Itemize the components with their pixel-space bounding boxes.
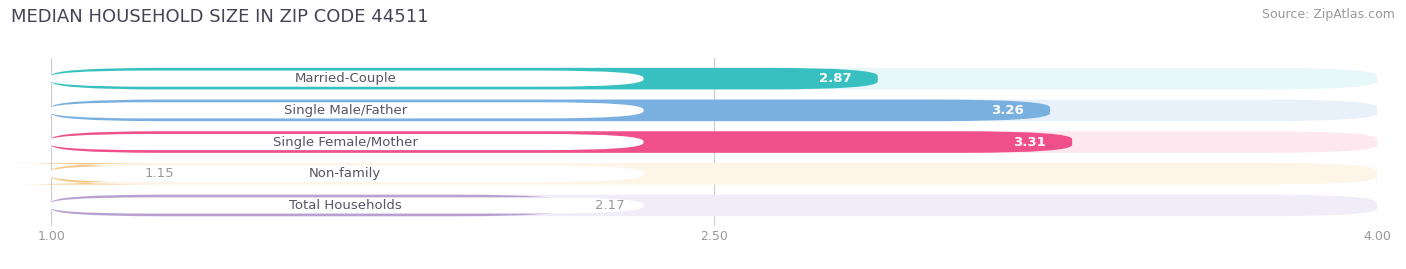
Text: 3.31: 3.31 (1012, 136, 1046, 148)
FancyBboxPatch shape (52, 100, 1050, 121)
FancyBboxPatch shape (46, 197, 644, 214)
FancyBboxPatch shape (52, 195, 1376, 216)
FancyBboxPatch shape (46, 134, 644, 150)
Text: 3.26: 3.26 (991, 104, 1024, 117)
FancyBboxPatch shape (7, 163, 162, 185)
FancyBboxPatch shape (52, 68, 877, 89)
Text: 2.17: 2.17 (595, 199, 624, 212)
FancyBboxPatch shape (46, 166, 644, 182)
FancyBboxPatch shape (52, 163, 1376, 185)
Text: MEDIAN HOUSEHOLD SIZE IN ZIP CODE 44511: MEDIAN HOUSEHOLD SIZE IN ZIP CODE 44511 (11, 8, 429, 26)
Text: Total Households: Total Households (288, 199, 402, 212)
Text: Single Male/Father: Single Male/Father (284, 104, 406, 117)
FancyBboxPatch shape (52, 131, 1376, 153)
FancyBboxPatch shape (46, 70, 644, 87)
Text: Single Female/Mother: Single Female/Mother (273, 136, 418, 148)
Text: Source: ZipAtlas.com: Source: ZipAtlas.com (1261, 8, 1395, 21)
FancyBboxPatch shape (52, 100, 1376, 121)
FancyBboxPatch shape (52, 131, 1073, 153)
FancyBboxPatch shape (52, 68, 1376, 89)
Text: 2.87: 2.87 (818, 72, 851, 85)
Text: Married-Couple: Married-Couple (294, 72, 396, 85)
Text: 1.15: 1.15 (145, 167, 174, 180)
FancyBboxPatch shape (52, 195, 568, 216)
FancyBboxPatch shape (46, 102, 644, 118)
Text: Non-family: Non-family (309, 167, 381, 180)
